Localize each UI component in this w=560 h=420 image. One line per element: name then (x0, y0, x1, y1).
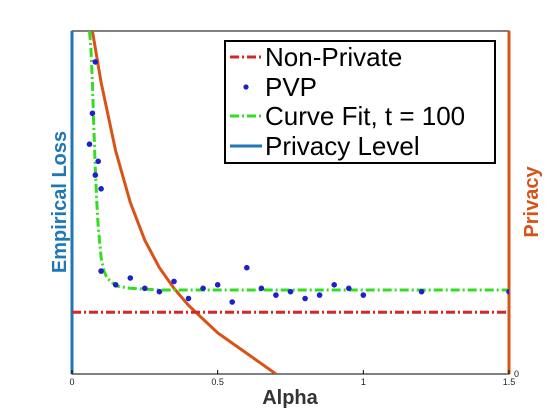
pvp-point-16 (244, 264, 250, 271)
right-y-tick-0: 0 (514, 369, 519, 379)
legend-label-curve-fit: Curve Fit, t = 100 (265, 101, 465, 131)
x-tick-label-2: 1 (361, 377, 366, 387)
pvp-point-4 (95, 158, 101, 165)
pvp-point-0 (86, 141, 93, 147)
pvp-point-10 (156, 288, 163, 295)
pvp-point-2 (92, 59, 99, 65)
pvp-point-17 (258, 285, 265, 292)
pvp-point-20 (302, 295, 308, 302)
legend-box (224, 40, 496, 164)
pvp-point-12 (185, 295, 192, 302)
privacy-curve (90, 31, 277, 374)
pvp-point-22 (331, 282, 338, 288)
pvp-point-15 (229, 299, 235, 305)
x-tick-label-1: 0.5 (211, 377, 224, 387)
pvp-point-19 (287, 288, 294, 295)
pvp-point-6 (98, 186, 104, 192)
x-axis-label: Alpha (262, 387, 318, 409)
pvp-point-23 (346, 285, 352, 292)
pvp-point-21 (316, 292, 323, 298)
pvp-point-26 (506, 288, 509, 295)
legend-swatch-pvp (243, 84, 249, 90)
legend-label-privacy-level: Privacy Level (265, 131, 420, 161)
pvp-point-14 (214, 282, 221, 288)
x-ticks: 0 0.5 1 1.5 (69, 370, 515, 387)
legend: Non-Private PVP Curve Fit, t = 100 Priva… (224, 40, 496, 164)
right-y-axis-label: Privacy (521, 166, 543, 238)
pvp-point-8 (127, 275, 134, 281)
pvp-point-11 (171, 278, 177, 285)
legend-label-non-private: Non-Private (265, 42, 402, 72)
pvp-point-5 (98, 268, 104, 274)
pvp-point-1 (89, 110, 96, 117)
pvp-point-13 (200, 285, 206, 292)
x-tick-label-3: 1.5 (503, 377, 516, 387)
x-tick-label-0: 0 (69, 377, 74, 387)
left-y-axis-label: Empirical Loss (49, 131, 71, 273)
legend-label-pvp: PVP (265, 72, 317, 102)
pvp-point-3 (92, 172, 99, 178)
pvp-point-25 (418, 288, 425, 295)
pvp-point-24 (360, 292, 367, 298)
pvp-point-9 (142, 285, 148, 292)
pvp-point-7 (112, 282, 119, 288)
series-layer (72, 31, 509, 374)
pvp-point-18 (273, 292, 279, 298)
